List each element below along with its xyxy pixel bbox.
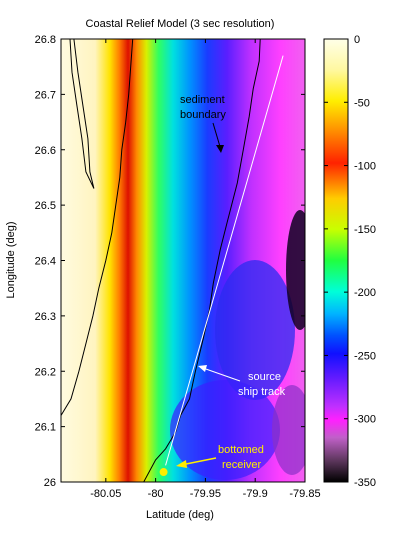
x-tick-label: -79.95 — [190, 488, 221, 500]
colorbar-tick-label: -150 — [354, 224, 376, 236]
y-tick-label: 26 — [44, 477, 56, 489]
colorbar-tick-label: -50 — [354, 97, 370, 109]
y-tick-label: 26.8 — [35, 34, 56, 46]
sediment-label-line2: boundary — [180, 109, 226, 121]
receiver-label-line2: receiver — [222, 459, 261, 471]
x-axis-label: Latitude (deg) — [146, 509, 214, 521]
receiver-annotation: bottomed receiver — [176, 444, 264, 471]
receiver-arrow-shaft — [180, 457, 217, 466]
colorbar-ticks: 0 -50 -100 -150 -200 -250 -300 -350 — [324, 34, 376, 489]
receiver-marker — [159, 468, 168, 477]
deep-blue-patch — [170, 380, 280, 480]
colorbar-tick-label: 0 — [354, 34, 360, 46]
colorbar-tick-label: -100 — [354, 161, 376, 173]
coastline-contour — [61, 39, 134, 416]
colorbar-tick-label: -200 — [354, 287, 376, 299]
sediment-arrow-head — [216, 145, 224, 153]
deep-blue-patch — [215, 260, 295, 400]
plot-area — [61, 39, 305, 482]
y-axis-label: Longitude (deg) — [5, 221, 17, 298]
colorbar — [323, 38, 349, 483]
deep-dark-patch — [286, 210, 305, 330]
y-tick-label: 26.1 — [35, 422, 56, 434]
chart-title: Coastal Relief Model (3 sec resolution) — [86, 18, 275, 30]
y-tick-label: 26.2 — [35, 366, 56, 378]
sediment-label-line1: sediment — [180, 94, 225, 106]
deep-purple-patch — [272, 385, 305, 475]
ship-arrow-head — [198, 365, 207, 372]
colorbar-tick-label: -350 — [354, 477, 376, 489]
y-tick-label: 26.7 — [35, 89, 56, 101]
x-ticks: -80.05 -80 -79.95 -79.9 -79.85 — [90, 39, 321, 500]
ship-label-line1: source — [248, 371, 281, 383]
ship-track-line — [165, 55, 284, 466]
y-tick-label: 26.5 — [35, 200, 56, 212]
colorbar-tick-label: -300 — [354, 414, 376, 426]
x-tick-label: -80 — [148, 488, 164, 500]
y-tick-label: 26.6 — [35, 145, 56, 157]
x-tick-label: -79.85 — [289, 488, 320, 500]
ship-arrow-shaft — [202, 367, 241, 382]
barrier-island-contour — [69, 39, 95, 189]
sediment-annotation: sediment boundary — [180, 94, 226, 153]
y-tick-label: 26.4 — [35, 256, 56, 268]
ship-annotation: source ship track — [198, 365, 286, 398]
x-tick-label: -79.9 — [243, 488, 268, 500]
x-tick-label: -80.05 — [90, 488, 121, 500]
y-tick-label: 26.3 — [35, 311, 56, 323]
receiver-arrow-head — [176, 460, 187, 468]
ship-label-line2: ship track — [238, 386, 286, 398]
deep-patches — [170, 210, 305, 480]
colorbar-tick-label: -250 — [354, 350, 376, 362]
receiver-label-line1: bottomed — [218, 444, 264, 456]
y-ticks: 26 26.1 26.2 26.3 26.4 26.5 26.6 26.7 26.8 — [35, 34, 305, 489]
